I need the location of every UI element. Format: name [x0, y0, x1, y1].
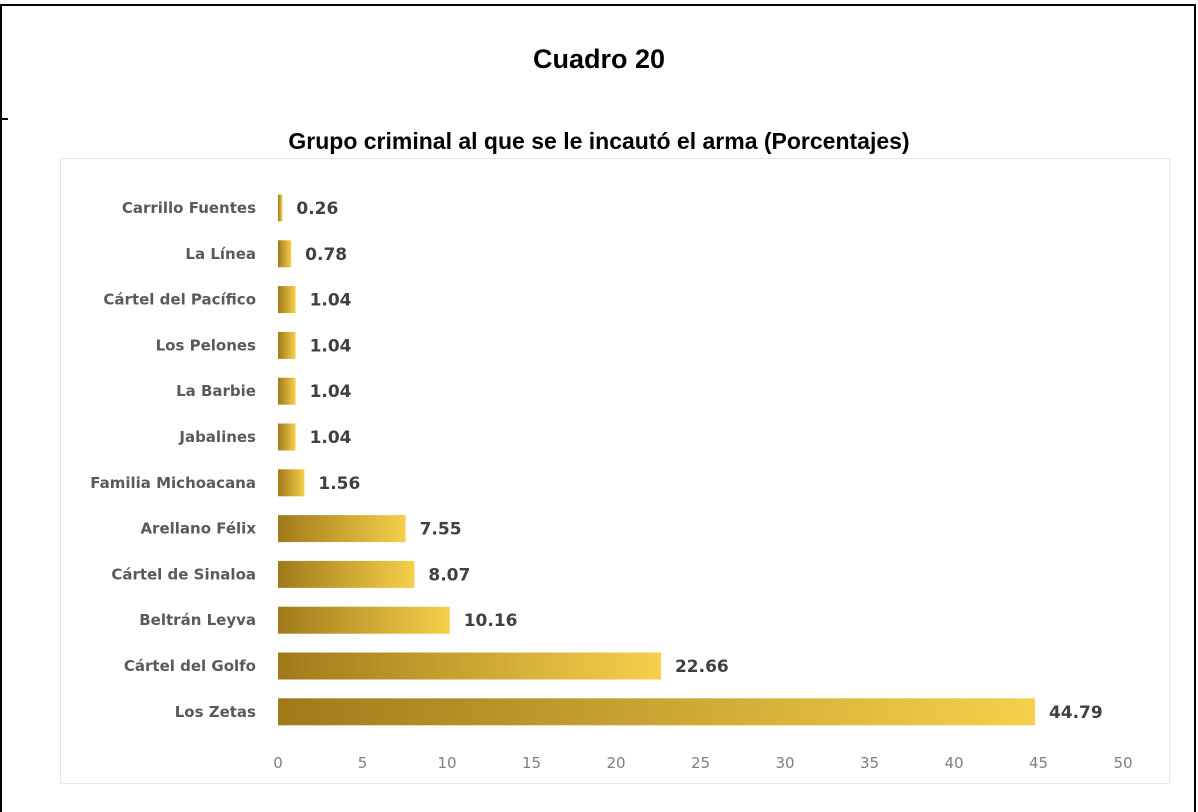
left-margin-mark	[0, 118, 8, 120]
category-label: Los Pelones	[156, 336, 256, 354]
category-label: Familia Michoacana	[90, 474, 256, 492]
x-tick-label: 50	[1113, 754, 1132, 772]
bar-1	[278, 194, 283, 222]
bar-7	[278, 469, 305, 497]
figure-caption: Cuadro 20	[532, 44, 666, 74]
x-axis-tick-labels: 0 5 10 15 20 25 30 35 40 45 50	[273, 754, 1132, 772]
x-tick-label: 20	[606, 754, 625, 772]
value-label: 44.79	[1049, 703, 1103, 723]
bar-2	[278, 240, 292, 268]
x-tick-label: 45	[1029, 754, 1048, 772]
x-tick-label: 30	[775, 754, 794, 772]
bar-9	[278, 560, 415, 588]
figure-frame	[0, 4, 1196, 812]
category-label: Beltrán Leyva	[139, 611, 256, 629]
category-label: Cártel de Sinaloa	[111, 565, 256, 583]
chart-title: Grupo criminal al que se le incautó el a…	[288, 128, 910, 154]
value-labels: 0.26 0.78 1.04 1.04 1.04 1.04 1.56 7.55 8.07 10.1…	[296, 199, 1102, 723]
x-tick-label: 40	[944, 754, 963, 772]
bar-12	[278, 698, 1035, 726]
category-label: Cártel del Pacífico	[103, 291, 256, 309]
bar-10	[278, 606, 450, 634]
chart-area	[60, 158, 1170, 784]
category-label: La Línea	[185, 245, 256, 263]
value-label: 1.04	[310, 428, 352, 448]
value-label: 1.04	[310, 382, 352, 402]
x-tick-label: 25	[691, 754, 710, 772]
x-tick-label: 35	[860, 754, 879, 772]
value-label: 1.04	[310, 336, 352, 356]
x-tick-label: 15	[522, 754, 541, 772]
category-label: La Barbie	[176, 382, 256, 400]
category-label: Jabalines	[178, 428, 256, 446]
value-label: 0.78	[305, 245, 347, 265]
x-tick-label: 0	[273, 754, 283, 772]
category-labels: Carrillo Fuentes La Línea Cártel del Pacíf…	[90, 199, 256, 721]
category-label: Carrillo Fuentes	[122, 199, 256, 217]
value-label: 0.26	[296, 199, 338, 219]
bar-4	[278, 331, 296, 359]
value-label: 22.66	[675, 657, 729, 677]
x-tick-label: 10	[437, 754, 456, 772]
bar-11	[278, 652, 661, 680]
value-label: 1.04	[310, 291, 352, 311]
bar-8	[278, 515, 406, 543]
value-label: 1.56	[318, 474, 360, 494]
bar-5	[278, 377, 296, 405]
value-label: 7.55	[420, 520, 462, 540]
value-label: 10.16	[464, 611, 518, 631]
bar-series	[278, 194, 1035, 726]
category-label: Arellano Félix	[140, 520, 256, 538]
bar-6	[278, 423, 296, 451]
bar-3	[278, 286, 296, 314]
category-label: Cártel del Golfo	[124, 657, 256, 675]
value-label: 8.07	[428, 565, 470, 585]
category-label: Los Zetas	[175, 703, 256, 721]
x-tick-label: 5	[358, 754, 368, 772]
